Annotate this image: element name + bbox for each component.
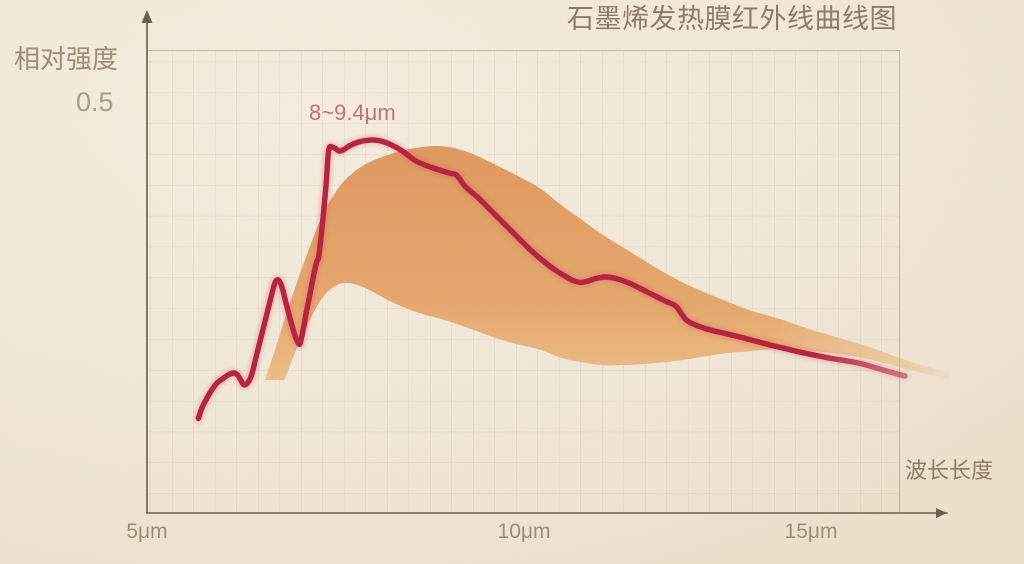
svg-text:8~9.4μm: 8~9.4μm <box>309 100 396 125</box>
svg-text:相对强度: 相对强度 <box>14 44 118 74</box>
svg-text:波长长度: 波长长度 <box>905 458 993 483</box>
svg-text:10μm: 10μm <box>498 520 551 543</box>
svg-text:0.5: 0.5 <box>76 87 114 117</box>
svg-text:5μm: 5μm <box>126 520 167 543</box>
svg-text:石墨烯发热膜红外线曲线图: 石墨烯发热膜红外线曲线图 <box>567 4 897 34</box>
svg-text:15μm: 15μm <box>785 520 838 543</box>
